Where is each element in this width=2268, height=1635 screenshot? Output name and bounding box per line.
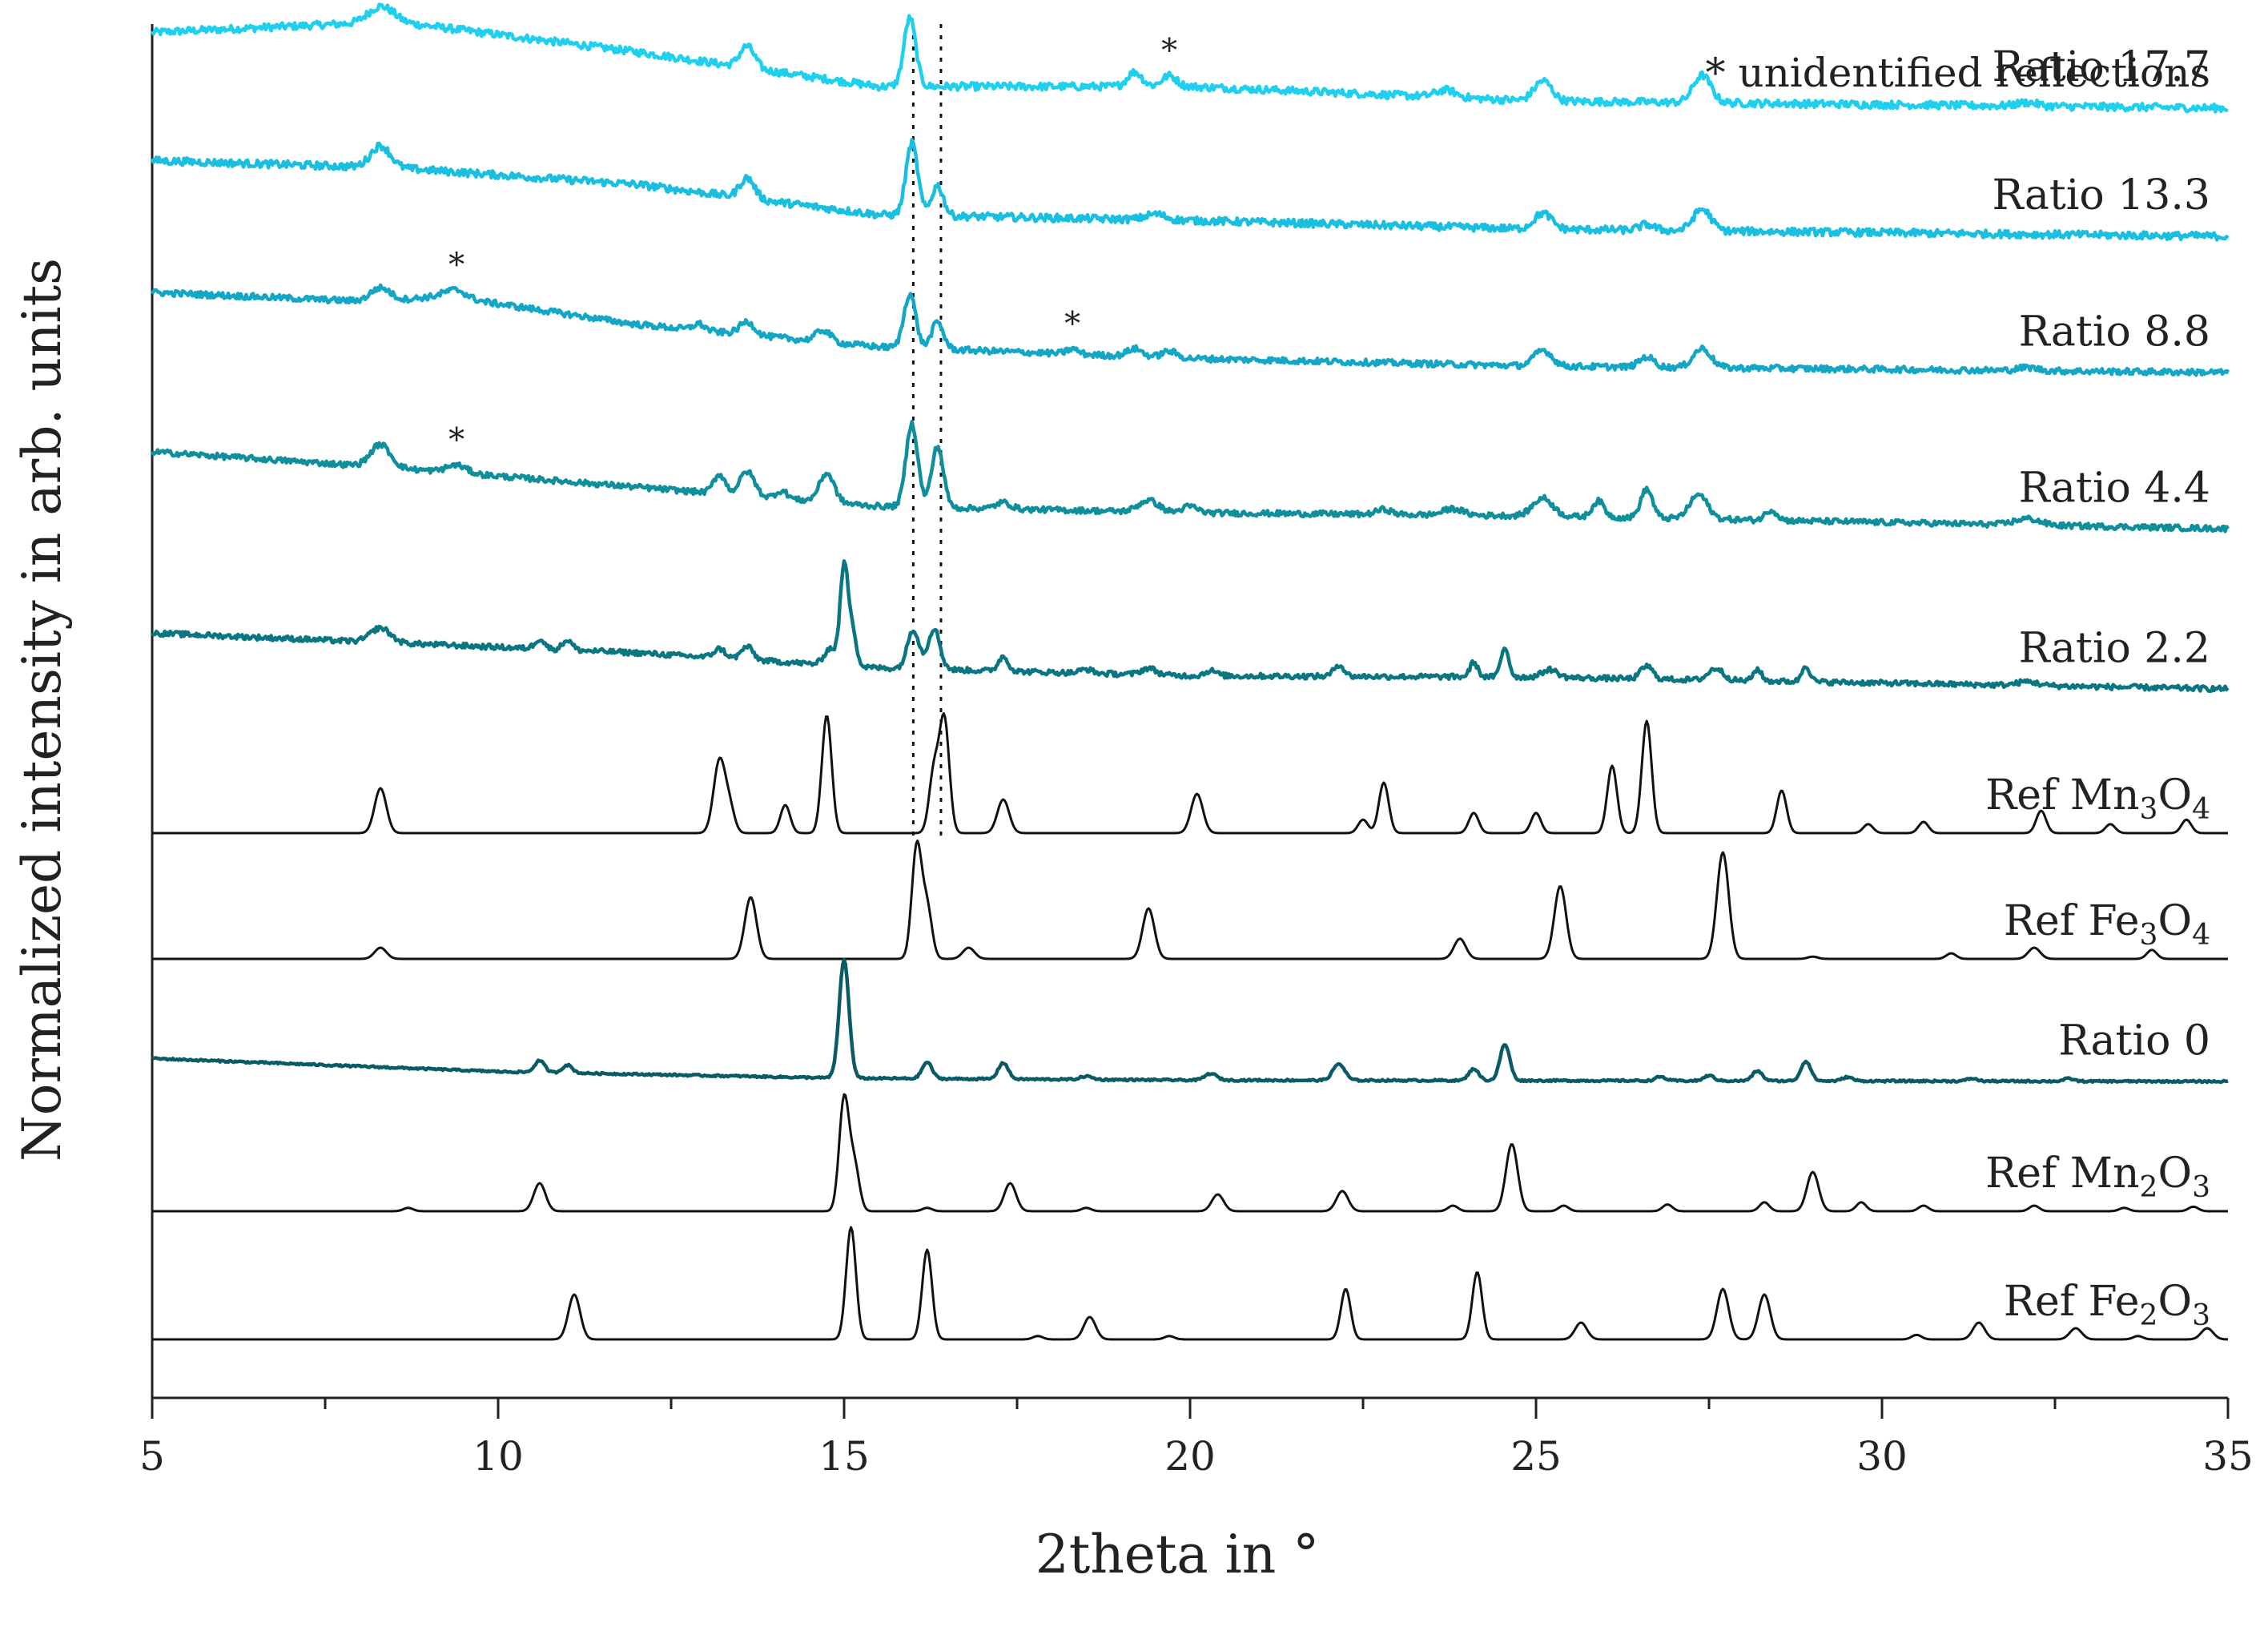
series-label: Ratio 4.4 bbox=[2019, 464, 2210, 512]
series-label-text: Ref Mn bbox=[1985, 1150, 2139, 1198]
x-tick-label: 15 bbox=[818, 1433, 870, 1480]
series-line-ref-mn2o3 bbox=[152, 1093, 2228, 1213]
series-label: Ref Fe3O4 bbox=[2004, 897, 2210, 952]
x-tick-label: 20 bbox=[1164, 1433, 1216, 1480]
series-label: Ratio 13.3 bbox=[1993, 171, 2211, 219]
series-label-text: O bbox=[2157, 897, 2192, 945]
series-line-ratio-4-4 bbox=[150, 420, 2230, 534]
x-tick-label: 10 bbox=[472, 1433, 524, 1480]
x-tick-label: 25 bbox=[1510, 1433, 1562, 1480]
series-label-subscript: 2 bbox=[2140, 1171, 2158, 1204]
series-line-ratio-0 bbox=[151, 957, 2229, 1085]
series-label-subscript: 3 bbox=[2192, 1171, 2210, 1204]
series-label-subscript: 3 bbox=[2140, 919, 2158, 952]
series-label-text: O bbox=[2157, 1278, 2192, 1326]
series-line-ratio-8-8 bbox=[151, 283, 2230, 377]
series-label-subscript: 4 bbox=[2192, 919, 2210, 952]
series-line-ratio-13-3 bbox=[150, 138, 2230, 242]
series-label-text: Ratio 13.3 bbox=[1993, 171, 2211, 219]
series-label: Ref Mn3O4 bbox=[1985, 771, 2210, 826]
x-axis: 5 10 15 20 25 30 35 bbox=[139, 1398, 2254, 1480]
x-tick-label: 5 bbox=[139, 1433, 165, 1480]
reference-lines bbox=[911, 24, 943, 841]
y-axis-title: Normalized intensity in arb. units bbox=[11, 258, 73, 1162]
series-label: Ratio 17.7 bbox=[1993, 43, 2211, 91]
series-layer bbox=[150, 2, 2230, 1341]
annotation-note: * unidentified reflections bbox=[1706, 50, 2211, 96]
series-label-subscript: 4 bbox=[2192, 793, 2210, 826]
series-label-text: Ref Mn bbox=[1985, 771, 2139, 820]
series-line-ref-mn3o4 bbox=[152, 712, 2228, 835]
x-axis-title: 2theta in ° bbox=[1035, 1524, 1320, 1585]
series-label: Ratio 8.8 bbox=[2019, 308, 2210, 356]
series-label-text: O bbox=[2157, 1150, 2192, 1198]
series-label-text: Ratio 2.2 bbox=[2019, 624, 2210, 672]
series-label-text: Ratio 17.7 bbox=[1993, 43, 2211, 91]
series-line-ref-fe2o3 bbox=[152, 1226, 2229, 1341]
series-label-text: O bbox=[2157, 771, 2192, 820]
unidentified-reflection-marker: * bbox=[448, 247, 464, 284]
series-label-text: Ratio 4.4 bbox=[2019, 464, 2210, 512]
series-label-text: Ratio 8.8 bbox=[2019, 308, 2210, 356]
series-label-text: Ref Fe bbox=[2004, 1278, 2140, 1326]
series-label-subscript: 3 bbox=[2192, 1299, 2210, 1332]
x-tick-label: 35 bbox=[2202, 1433, 2254, 1480]
series-line-ref-fe3o4 bbox=[152, 840, 2228, 960]
series-label-text: Ref Fe bbox=[2004, 897, 2140, 945]
series-line-ratio-2-2 bbox=[151, 559, 2230, 693]
unidentified-reflection-marker: * bbox=[1161, 32, 1177, 69]
series-label-subscript: 2 bbox=[2140, 1299, 2158, 1332]
series-label: Ratio 0 bbox=[2058, 1017, 2210, 1065]
unidentified-reflection-marker: * bbox=[448, 422, 464, 459]
series-labels: Ratio 17.7 Ratio 13.3 Ratio 8.8 Ratio 4.4 Ra… bbox=[1985, 43, 2210, 1332]
series-label-subscript: 3 bbox=[2140, 793, 2158, 826]
unidentified-reflection-marker: * bbox=[1064, 306, 1080, 343]
series-line-ratio-17-7 bbox=[151, 2, 2229, 114]
series-label: Ratio 2.2 bbox=[2019, 624, 2210, 672]
asterisk-layer: * * * * bbox=[448, 32, 1177, 458]
series-label-text: Ratio 0 bbox=[2058, 1017, 2210, 1065]
series-label: Ref Mn2O3 bbox=[1985, 1150, 2210, 1204]
series-label: Ref Fe2O3 bbox=[2004, 1278, 2210, 1332]
x-tick-label: 30 bbox=[1856, 1433, 1908, 1480]
